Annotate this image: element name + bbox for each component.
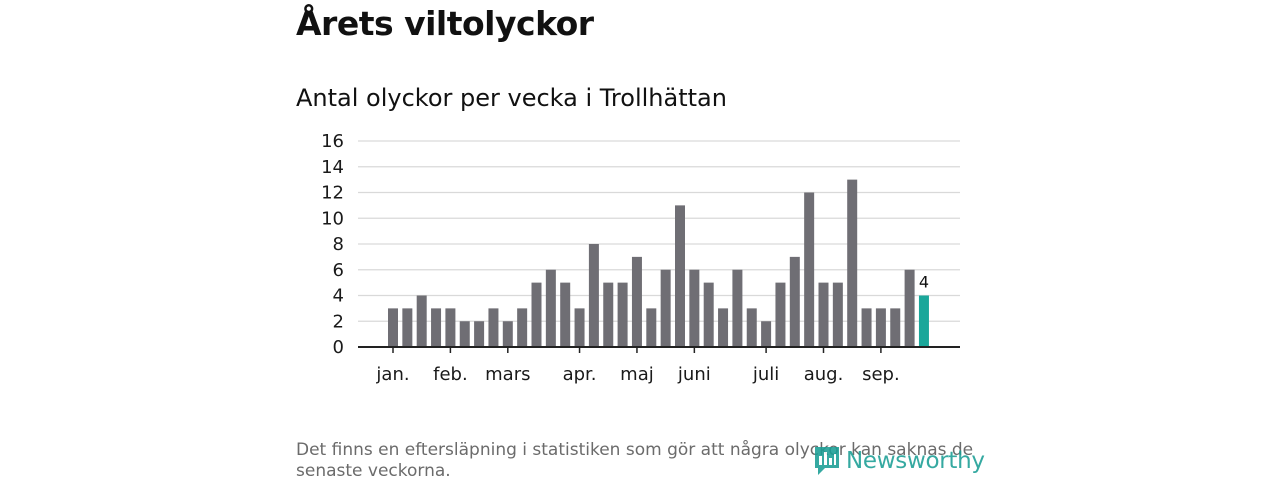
bar <box>746 308 757 347</box>
bar <box>388 308 398 347</box>
newsworthy-logo: Newsworthy <box>814 446 985 476</box>
bar <box>789 256 800 347</box>
bar <box>416 295 427 347</box>
y-tick-label: 8 <box>333 234 344 255</box>
bar <box>675 205 685 347</box>
x-tick-label: apr. <box>563 364 597 385</box>
bar <box>560 282 571 347</box>
bar <box>445 308 456 347</box>
bar <box>861 308 872 347</box>
bar <box>804 192 815 347</box>
logo-text: Newsworthy <box>846 448 985 474</box>
y-tick-label: 12 <box>321 183 344 204</box>
bar <box>775 282 786 347</box>
x-tick-label: maj <box>620 364 654 385</box>
y-tick-label: 14 <box>321 157 344 178</box>
y-tick-label: 0 <box>333 337 344 358</box>
bar <box>660 269 671 347</box>
bar <box>517 308 528 347</box>
x-tick-label: sep. <box>862 364 900 385</box>
bar <box>545 269 556 347</box>
x-tick-label: feb. <box>433 364 468 385</box>
bar <box>617 282 628 347</box>
bar <box>502 321 513 347</box>
chart-subtitle: Antal olyckor per vecka i Trollhättan <box>296 84 727 112</box>
bar <box>431 308 442 347</box>
bar <box>703 282 714 347</box>
bar <box>588 244 599 347</box>
bar <box>474 321 485 347</box>
y-tick-label: 16 <box>321 131 344 152</box>
page-title: Årets viltolyckor <box>296 4 594 43</box>
bar <box>488 308 499 347</box>
bar <box>818 282 829 347</box>
bar <box>603 282 614 347</box>
grid-layer <box>358 140 960 322</box>
bar <box>574 308 585 347</box>
x-tick-label: mars <box>485 364 530 385</box>
bar <box>531 282 542 347</box>
bar <box>832 282 843 347</box>
bar <box>718 308 729 347</box>
axis-layer: 0 2 4 6 8 10 12 14 16 4 jan. feb. mars apr. maj juni jul… <box>321 131 960 385</box>
y-tick-label: 2 <box>333 311 344 332</box>
bar <box>631 256 642 347</box>
bar <box>689 269 700 347</box>
bar <box>402 308 413 347</box>
bar <box>459 321 470 347</box>
bar-chart: 0 2 4 6 8 10 12 14 16 4 jan. feb. mars apr. maj juni jul… <box>321 131 960 385</box>
chart-card: Årets viltolyckor Antal olyckor per veck… <box>296 0 986 481</box>
bar <box>904 269 915 347</box>
bar <box>732 269 743 347</box>
bar-current-week <box>918 295 929 347</box>
bar <box>890 308 901 347</box>
bar <box>875 308 886 347</box>
x-tick-label: jan. <box>375 364 409 385</box>
bar <box>761 321 772 347</box>
data-label: 4 <box>919 273 929 292</box>
bar <box>646 308 657 347</box>
y-tick-label: 10 <box>321 208 344 229</box>
bars-layer <box>388 179 929 347</box>
y-tick-label: 4 <box>333 286 344 307</box>
footnote: Det finns en eftersläpning i statistiken… <box>296 440 974 481</box>
newsworthy-logo-icon <box>815 447 839 475</box>
x-tick-label: juni <box>677 364 711 385</box>
y-tick-label: 6 <box>333 260 344 281</box>
x-tick-label: aug. <box>804 364 844 385</box>
x-tick-label: juli <box>752 364 779 385</box>
bar <box>847 179 858 347</box>
